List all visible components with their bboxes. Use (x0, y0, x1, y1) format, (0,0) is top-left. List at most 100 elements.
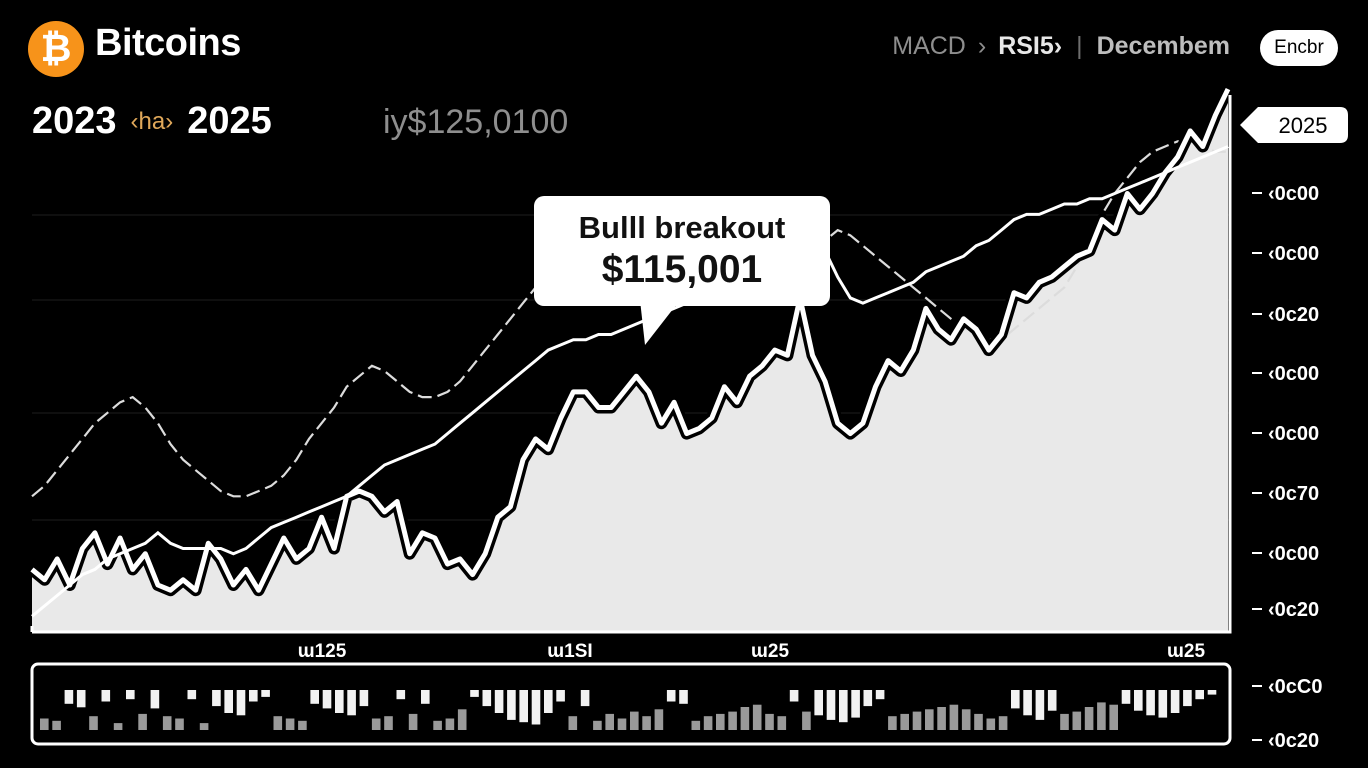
macd-bar (482, 690, 492, 707)
end-tag-shape (1240, 107, 1348, 143)
chevron-right-icon: › (977, 32, 987, 60)
range-tag[interactable]: ‹ha› (130, 108, 174, 135)
macd-bar (310, 690, 319, 704)
x-tick-label: ɯ25 (751, 641, 789, 662)
date-range: 2023 ‹ha› 2025 (32, 100, 272, 143)
y-tick-label: ‹0ᴄ00 (1268, 543, 1319, 565)
y-tick-label: ‹0ᴄ20 (1268, 599, 1319, 621)
macd-bar (519, 690, 528, 723)
x-axis-ticks: ɯ125 ɯ1SI ɯ25 ɯ25 (298, 641, 1206, 662)
bitcoin-logo-icon: ₿ (28, 21, 84, 77)
macd-bar (408, 713, 418, 730)
macd-bar (851, 690, 860, 718)
macd-bar (371, 718, 381, 730)
macd-bar (875, 690, 885, 700)
macd-bar (986, 718, 996, 730)
macd-bar (568, 716, 578, 730)
macd-bar (322, 690, 332, 709)
macd-axis-ticks: ‹0ᴄC0 ‹0ᴄ20 (1252, 676, 1322, 752)
brand-title: Bitcoins (95, 22, 241, 64)
macd-bar (150, 690, 160, 709)
price-readout: iy$125,0100 (383, 103, 569, 141)
macd-bar (162, 716, 172, 730)
macd-bar (175, 718, 184, 730)
price-area-fill (32, 89, 1228, 633)
macd-bar (1060, 713, 1069, 730)
nav-month[interactable]: Decembem (1096, 32, 1230, 60)
macd-bar (101, 690, 111, 702)
macd-bar (777, 716, 787, 730)
macd-bar (728, 711, 737, 730)
macd-bar (89, 716, 98, 730)
macd-bar (949, 704, 959, 730)
macd-panel-border (30, 662, 1232, 746)
macd-bar (556, 690, 565, 702)
x-tick-label: ɯ125 (298, 641, 347, 662)
macd-bar (998, 716, 1008, 730)
macd-bar (630, 711, 639, 730)
y-tick-label: ‹0ᴄ00 (1268, 183, 1319, 205)
macd-bar (1023, 690, 1032, 716)
macd-bar (912, 711, 922, 730)
macd-bar (1183, 690, 1192, 707)
macd-tick-label: ‹0ᴄC0 (1268, 676, 1322, 698)
macd-bar (1047, 690, 1057, 711)
series-upper-dashed (31, 140, 1228, 498)
macd-bar (1170, 690, 1180, 713)
macd-bar (64, 690, 74, 704)
macd-bar (740, 707, 750, 730)
macd-bar (261, 690, 270, 697)
macd-bar (138, 713, 147, 730)
macd-bar (212, 690, 221, 707)
range-end[interactable]: 2025 (187, 100, 272, 142)
macd-bar (1072, 711, 1082, 730)
macd-bar (593, 720, 602, 730)
macd-bar (544, 690, 553, 713)
macd-bar (888, 716, 897, 730)
macd-bar (1084, 707, 1094, 730)
encbr-pill-button[interactable]: Encbr (1260, 30, 1338, 66)
x-tick-label: ɯ1SI (547, 641, 592, 662)
range-start[interactable]: 2023 (32, 100, 117, 142)
macd-bar (666, 690, 676, 702)
macd-bar (580, 690, 590, 707)
y-tick-label: ‹0ᴄ00 (1268, 243, 1319, 265)
y-axis-ticks: ‹0ᴄ00 ‹0ᴄ00 ‹0ᴄ20 ‹0ᴄ00 ‹0ᴄ00 ‹0ᴄ70 ‹0ᴄ00 ‹0ᴄ20 (1252, 183, 1319, 621)
macd-bar (1121, 690, 1131, 704)
macd-bar (654, 709, 664, 730)
macd-tick-label: ‹0ᴄ20 (1268, 730, 1319, 752)
macd-bar (298, 720, 307, 730)
macd-bar (187, 690, 197, 700)
macd-bar (1011, 690, 1020, 709)
macd-bar (937, 707, 946, 730)
macd-bar (126, 690, 135, 700)
macd-bar (716, 713, 725, 730)
macd-bar (752, 704, 762, 730)
macd-histogram (40, 690, 1217, 730)
macd-bar (494, 690, 504, 713)
macd-bar (113, 723, 123, 730)
macd-bar (224, 690, 233, 713)
y-tick-label: ‹0ᴄ00 (1268, 423, 1319, 445)
macd-bar (249, 690, 258, 702)
macd-bar (52, 720, 61, 730)
macd-bar (1195, 690, 1204, 700)
macd-bar (335, 690, 344, 713)
macd-bar (839, 690, 848, 723)
callout-value: $115,001 (601, 248, 763, 291)
macd-bar (703, 716, 713, 730)
macd-bar (1097, 702, 1106, 730)
bull-breakout-callout: Bulll breakout $115,001 (534, 196, 830, 306)
macd-bar (679, 690, 688, 704)
macd-bar (802, 711, 811, 730)
nav-rsi[interactable]: RSI5› (998, 32, 1063, 60)
macd-bar (76, 690, 86, 708)
macd-bar (359, 690, 369, 707)
macd-bar (347, 690, 356, 716)
macd-bar (40, 718, 49, 730)
macd-bar (433, 720, 442, 730)
nav-macd[interactable]: MACD (892, 32, 966, 60)
macd-bar (814, 690, 823, 716)
macd-bar (470, 690, 479, 697)
